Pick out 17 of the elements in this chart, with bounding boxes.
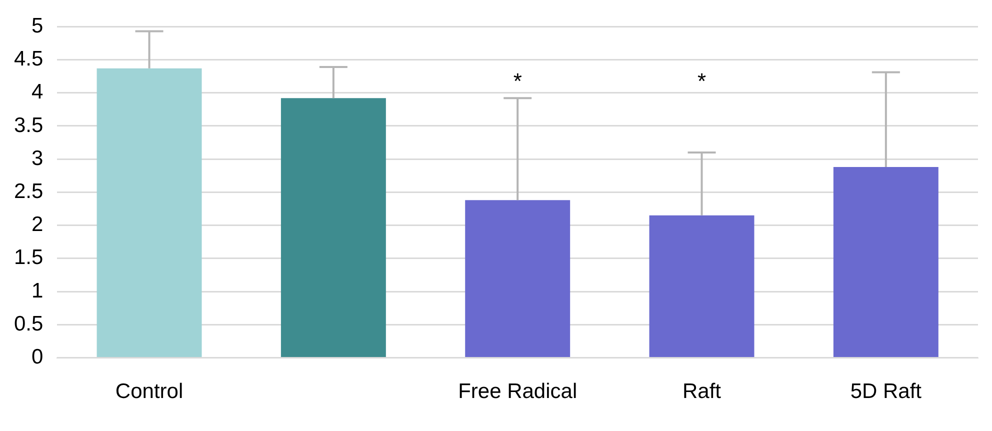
y-tick-label: 2 bbox=[32, 213, 44, 236]
y-tick-label: 0.5 bbox=[14, 312, 44, 336]
y-tick-label: 2.5 bbox=[14, 180, 44, 203]
x-tick-label: Control bbox=[115, 380, 184, 404]
x-tick-label: Raft bbox=[682, 380, 722, 404]
x-tick-label: Free Radical bbox=[458, 380, 578, 404]
annotation: * bbox=[697, 68, 706, 94]
y-tick-label: 1.5 bbox=[14, 246, 44, 270]
y-tick-label: 5 bbox=[32, 14, 44, 38]
y-tick-label: 1 bbox=[32, 279, 44, 302]
y-tick-label: 0 bbox=[32, 346, 44, 369]
y-tick-label: 3 bbox=[32, 146, 44, 170]
y-tick-label: 4 bbox=[32, 80, 44, 104]
annotation: * bbox=[513, 68, 522, 94]
y-tick-label: 4.5 bbox=[14, 48, 44, 71]
y-tick-label: 3.5 bbox=[14, 114, 44, 137]
x-tick-label: 5D Raft bbox=[850, 380, 922, 404]
